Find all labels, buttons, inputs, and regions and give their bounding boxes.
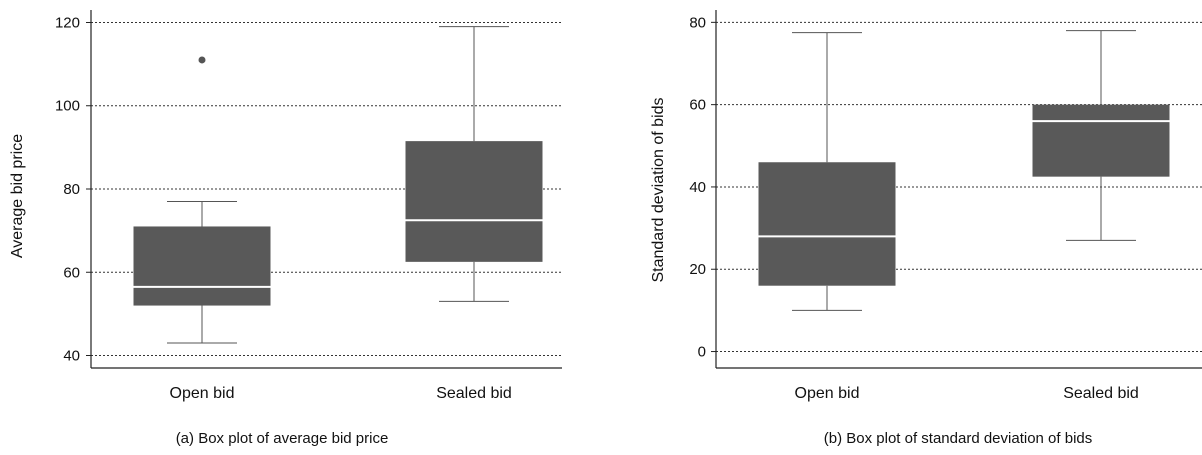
axes — [86, 10, 562, 369]
y-tick-label: 40 — [63, 348, 80, 365]
y-tick-label: 80 — [63, 181, 80, 198]
y-tick-label: 40 — [689, 179, 706, 196]
panel-a: 40 60 80 100 120 Open bid Sealed bid Average … — [9, 10, 562, 447]
y-tick-label: 100 — [55, 98, 80, 115]
category-labels: Open bid Sealed bid — [795, 385, 1139, 402]
y-tick-label: 80 — [689, 14, 706, 31]
box-1 — [1032, 30, 1170, 241]
y-tick-label: 20 — [689, 261, 706, 278]
box-iqr — [133, 226, 271, 306]
box-iqr — [405, 141, 543, 262]
x-category-label: Sealed bid — [1063, 385, 1139, 402]
y-tick-label: 60 — [63, 264, 80, 281]
y-axis-label: Standard deviation of bids — [650, 97, 667, 282]
panel-b: 0 20 40 60 80 Open bid Sealed bid Standard de… — [650, 10, 1202, 447]
box-0 — [133, 56, 271, 344]
boxes — [758, 30, 1170, 311]
category-labels: Open bid Sealed bid — [170, 385, 512, 402]
x-category-label: Open bid — [170, 385, 235, 402]
y-tick-label: 0 — [698, 344, 706, 361]
caption-b: (b) Box plot of standard deviation of bi… — [824, 430, 1093, 447]
box-iqr — [1032, 104, 1170, 177]
box-0 — [758, 32, 896, 311]
y-tick-labels: 40 60 80 100 120 — [55, 14, 80, 364]
y-tick-label: 120 — [55, 14, 80, 31]
box-1 — [405, 26, 543, 302]
caption-a: (a) Box plot of average bid price — [176, 430, 389, 447]
x-category-label: Open bid — [795, 385, 860, 402]
axes — [711, 10, 1202, 369]
y-axis-label: Average bid price — [9, 134, 26, 258]
boxes — [133, 26, 543, 344]
x-category-label: Sealed bid — [436, 385, 512, 402]
y-tick-label: 60 — [689, 97, 706, 114]
box-iqr — [758, 162, 896, 286]
y-tick-labels: 0 20 40 60 80 — [689, 14, 706, 360]
outlier-point — [198, 56, 206, 64]
